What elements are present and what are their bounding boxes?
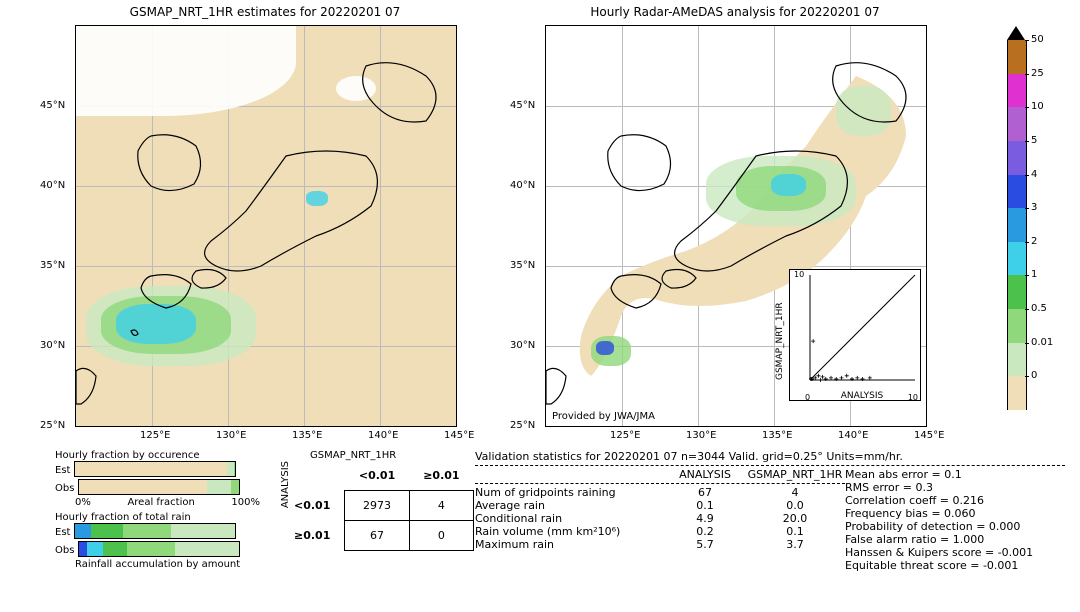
contingency-table: GSMAP_NRT_1HR ANALYSIS <0.01≥0.01 <0.012… <box>280 450 396 508</box>
lon-tick: 125°E <box>140 430 170 441</box>
fraction-occurrence: Hourly fraction by occurence Est Obs 0% … <box>55 450 260 570</box>
lon-tick: 145°E <box>444 430 474 441</box>
lat-tick: 35°N <box>40 260 65 271</box>
attribution: Provided by JWA/JMA <box>552 411 655 422</box>
lon-tick: 125°E <box>610 430 640 441</box>
lat-tick: 45°N <box>510 100 535 111</box>
lon-tick: 140°E <box>368 430 398 441</box>
lat-tick: 25°N <box>40 420 65 431</box>
svg-text:ANALYSIS: ANALYSIS <box>841 391 884 400</box>
lon-tick: 130°E <box>686 430 716 441</box>
lon-tick: 130°E <box>216 430 246 441</box>
lat-tick: 35°N <box>510 260 535 271</box>
validation-stats: Validation statistics for 20220201 07 n=… <box>475 450 1065 572</box>
lat-tick: 30°N <box>40 340 65 351</box>
left-coastlines <box>76 26 456 426</box>
scatter-inset: ANALYSIS GSMAP_NRT_1HR 0 10 10 <box>789 269 921 401</box>
left-map <box>75 25 457 427</box>
lat-tick: 40°N <box>510 180 535 191</box>
lon-tick: 135°E <box>762 430 792 441</box>
lon-tick: 135°E <box>292 430 322 441</box>
right-map-title: Hourly Radar-AMeDAS analysis for 2022020… <box>545 5 925 19</box>
colorbar: 502510543210.50.010 <box>1007 40 1025 410</box>
right-map: ANALYSIS GSMAP_NRT_1HR 0 10 10 Provided … <box>545 25 927 427</box>
lon-tick: 145°E <box>914 430 944 441</box>
lat-tick: 30°N <box>510 340 535 351</box>
lon-tick: 140°E <box>838 430 868 441</box>
lat-tick: 40°N <box>40 180 65 191</box>
lat-tick: 45°N <box>40 100 65 111</box>
lat-tick: 25°N <box>510 420 535 431</box>
left-map-title: GSMAP_NRT_1HR estimates for 20220201 07 <box>75 5 455 19</box>
